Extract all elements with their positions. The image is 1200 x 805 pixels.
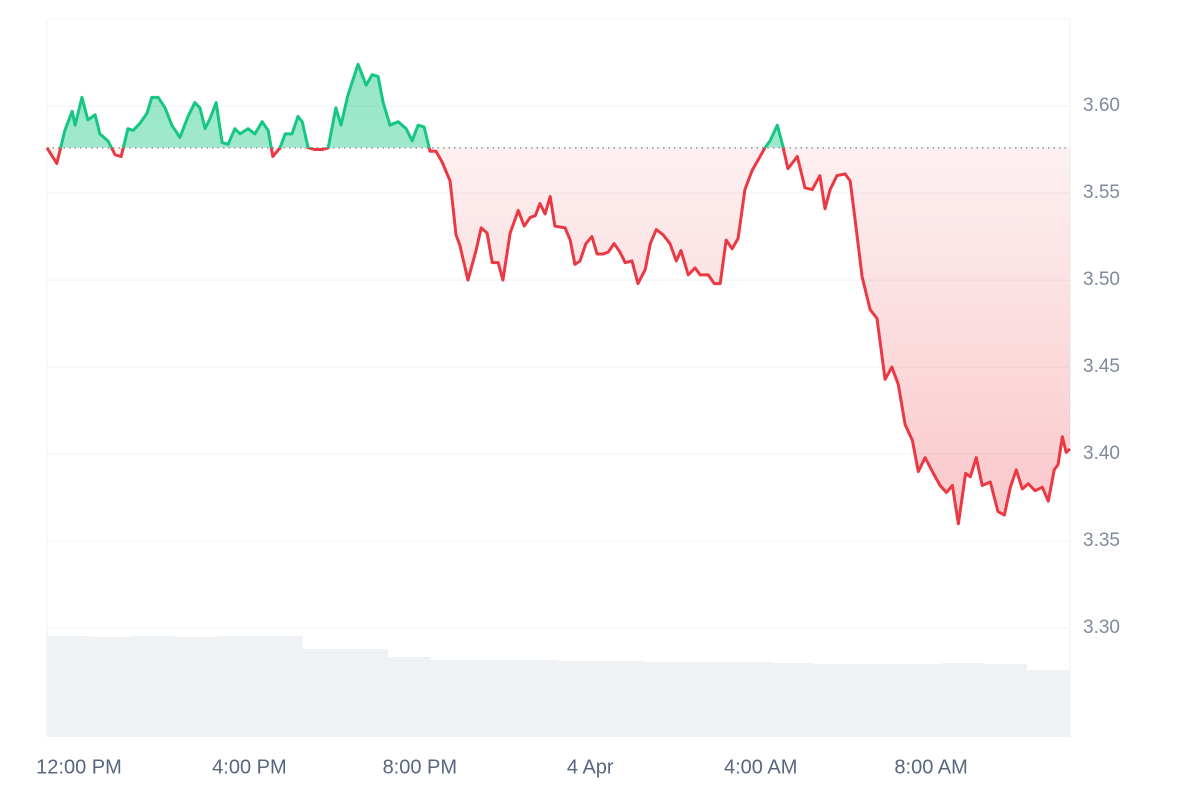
volume-bar <box>600 661 644 737</box>
volume-bar <box>387 657 431 737</box>
volume-bar <box>302 649 346 737</box>
volume-bar <box>643 662 687 737</box>
volume-bar <box>686 662 729 737</box>
price-line-down <box>45 147 1072 526</box>
volume-bar <box>984 664 1027 737</box>
volume-bar <box>515 660 559 737</box>
volume-bar <box>941 663 985 737</box>
y-tick-label: 3.50 <box>1083 269 1120 290</box>
volume-bar <box>771 663 814 737</box>
volume-bar <box>813 664 857 737</box>
y-tick-label: 3.55 <box>1083 182 1120 203</box>
y-tick-label: 3.30 <box>1083 617 1120 638</box>
x-tick-label: 4:00 PM <box>212 756 286 778</box>
volume-bar <box>856 664 900 737</box>
volume-bar <box>430 660 474 737</box>
volume-bar <box>728 662 772 737</box>
volume-bar <box>89 637 133 737</box>
y-tick-label: 3.35 <box>1083 530 1120 551</box>
y-tick-label: 3.45 <box>1083 356 1120 377</box>
x-tick-label: 8:00 AM <box>894 756 967 778</box>
volume-bar <box>132 636 175 737</box>
volume-bar <box>1026 670 1070 737</box>
volume-layer <box>47 636 1070 737</box>
volume-bar <box>899 664 942 737</box>
volume-bar <box>260 636 303 737</box>
y-tick-label: 3.60 <box>1083 95 1120 116</box>
volume-bar <box>473 660 516 737</box>
y-tick-label: 3.40 <box>1083 443 1120 464</box>
volume-bar <box>47 636 90 737</box>
x-tick-label: 8:00 PM <box>383 756 457 778</box>
volume-bar <box>174 637 218 737</box>
x-tick-label: 4 Apr <box>567 756 614 778</box>
x-tick-label: 4:00 AM <box>724 756 797 778</box>
x-tick-label: 12:00 PM <box>36 756 122 778</box>
label-layer: 3.30 3.35 3.40 3.45 3.50 3.55 3.60 12:00 PM 4:00… <box>36 95 1120 778</box>
volume-bar <box>558 661 601 737</box>
area-down <box>47 147 1070 524</box>
line-layer <box>45 62 1072 526</box>
volume-bar <box>345 649 388 737</box>
price-line-up <box>46 62 785 148</box>
volume-bar <box>217 636 261 737</box>
